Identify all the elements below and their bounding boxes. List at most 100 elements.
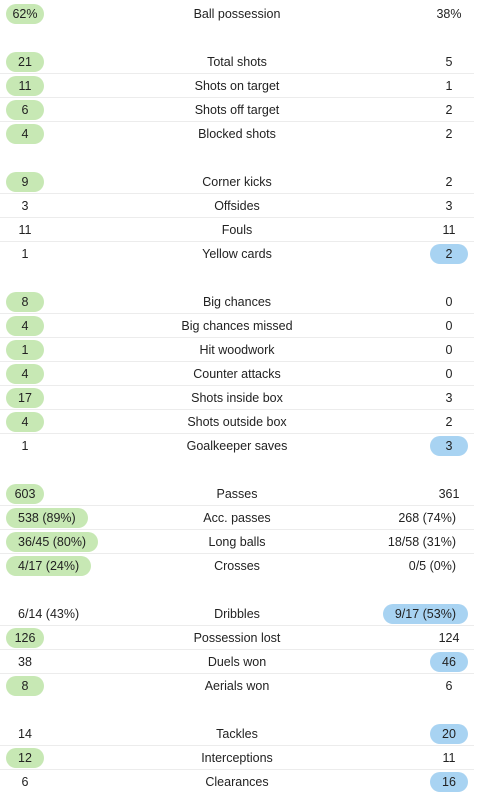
away-value: 38% xyxy=(436,7,462,21)
stat-label: Ball possession xyxy=(193,7,281,21)
stat-row-long-balls: Long balls 36/45 (80%) 18/58 (31%) xyxy=(0,530,474,554)
stat-row-shots-off-target: Shots off target 6 2 xyxy=(0,98,474,122)
home-value: 21 xyxy=(6,52,44,72)
stat-label: Duels won xyxy=(207,655,267,669)
stat-label: Shots on target xyxy=(194,79,280,93)
home-value: 38 xyxy=(18,655,32,669)
home-value: 11 xyxy=(18,223,32,237)
home-value: 4 xyxy=(6,364,44,384)
stat-row-corner-kicks: Corner kicks 9 2 xyxy=(0,170,474,194)
stat-label: Corner kicks xyxy=(202,175,272,189)
home-value: 4/17 (24%) xyxy=(6,556,92,576)
away-value: 0 xyxy=(445,319,453,333)
away-value: 361 xyxy=(438,487,460,501)
home-value: 6/14 (43%) xyxy=(18,607,80,621)
stat-label: Offsides xyxy=(214,199,260,213)
away-value: 6 xyxy=(445,679,453,693)
away-value: 3 xyxy=(445,199,453,213)
away-value: 1 xyxy=(445,79,453,93)
away-value: 16 xyxy=(430,772,468,792)
stat-label: Crosses xyxy=(214,559,260,573)
home-value: 14 xyxy=(18,727,32,741)
home-value: 4 xyxy=(6,316,44,336)
stat-row-shots-inside-box: Shots inside box 17 3 xyxy=(0,386,474,410)
stat-row-dribbles: Dribbles 6/14 (43%) 9/17 (53%) xyxy=(0,602,474,626)
away-value: 18/58 (31%) xyxy=(387,535,456,549)
away-value: 0 xyxy=(445,367,453,381)
stat-label: Goalkeeper saves xyxy=(186,439,288,453)
home-value: 538 (89%) xyxy=(6,508,88,528)
away-value: 124 xyxy=(438,631,460,645)
home-value: 8 xyxy=(6,676,44,696)
away-value: 5 xyxy=(445,55,453,69)
home-value: 6 xyxy=(21,775,29,789)
stat-label: Blocked shots xyxy=(198,127,276,141)
stat-row-total-shots: Total shots 21 5 xyxy=(0,50,474,74)
stat-label: Tackles xyxy=(216,727,258,741)
away-value: 0/5 (0%) xyxy=(408,559,456,573)
stat-label: Shots off target xyxy=(194,103,280,117)
away-value: 2 xyxy=(445,415,453,429)
home-value: 62% xyxy=(6,4,44,24)
home-value: 1 xyxy=(21,439,29,453)
stat-row-interceptions: Interceptions 12 11 xyxy=(0,746,474,770)
away-value: 46 xyxy=(430,652,468,672)
away-value: 9/17 (53%) xyxy=(382,604,468,624)
away-value: 268 (74%) xyxy=(398,511,456,525)
stat-label: Long balls xyxy=(208,535,266,549)
stat-label: Yellow cards xyxy=(202,247,272,261)
away-value: 2 xyxy=(445,103,453,117)
stat-row-goalkeeper-saves: Goalkeeper saves 1 3 xyxy=(0,434,474,458)
stat-label: Clearances xyxy=(205,775,269,789)
stat-row-shots-outside-box: Shots outside box 4 2 xyxy=(0,410,474,434)
home-value: 1 xyxy=(21,247,29,261)
home-value: 17 xyxy=(6,388,44,408)
away-value: 0 xyxy=(445,343,453,357)
stat-row-clearances: Clearances 6 16 xyxy=(0,770,474,794)
away-value: 0 xyxy=(445,295,453,309)
stat-row-passes: Passes 603 361 xyxy=(0,482,474,506)
stat-row-crosses: Crosses 4/17 (24%) 0/5 (0%) xyxy=(0,554,474,578)
stat-label: Counter attacks xyxy=(193,367,281,381)
stat-label: Interceptions xyxy=(201,751,273,765)
stat-label: Acc. passes xyxy=(203,511,271,525)
stat-label: Big chances missed xyxy=(181,319,293,333)
stat-row-aerials-won: Aerials won 8 6 xyxy=(0,674,474,698)
stat-row-yellow-cards: Yellow cards 1 2 xyxy=(0,242,474,266)
stat-row-tackles: Tackles 14 20 xyxy=(0,722,474,746)
stat-label: Hit woodwork xyxy=(199,343,275,357)
away-value: 20 xyxy=(430,724,468,744)
stat-label: Passes xyxy=(216,487,258,501)
home-value: 1 xyxy=(6,340,44,360)
home-value: 603 xyxy=(6,484,44,504)
home-value: 6 xyxy=(6,100,44,120)
away-value: 2 xyxy=(445,175,453,189)
home-value: 3 xyxy=(21,199,29,213)
stat-label: Possession lost xyxy=(193,631,281,645)
home-value: 36/45 (80%) xyxy=(6,532,99,552)
away-value: 2 xyxy=(445,127,453,141)
stat-row-fouls: Fouls 11 11 xyxy=(0,218,474,242)
stat-row-big-chances-missed: Big chances missed 4 0 xyxy=(0,314,474,338)
stat-label: Fouls xyxy=(221,223,253,237)
away-value: 3 xyxy=(430,436,468,456)
stat-row-duels-won: Duels won 38 46 xyxy=(0,650,474,674)
stat-row-possession-lost: Possession lost 126 124 xyxy=(0,626,474,650)
stat-label: Shots outside box xyxy=(187,415,287,429)
stat-row-shots-on-target: Shots on target 11 1 xyxy=(0,74,474,98)
stat-label: Shots inside box xyxy=(191,391,283,405)
away-value: 2 xyxy=(430,244,468,264)
home-value: 9 xyxy=(6,172,44,192)
stat-label: Aerials won xyxy=(204,679,270,693)
stat-row-blocked-shots: Blocked shots 4 2 xyxy=(0,122,474,146)
stat-row-big-chances: Big chances 8 0 xyxy=(0,290,474,314)
stat-label: Big chances xyxy=(202,295,272,309)
home-value: 8 xyxy=(6,292,44,312)
home-value: 126 xyxy=(6,628,44,648)
away-value: 11 xyxy=(442,223,456,237)
stat-row-acc-passes: Acc. passes 538 (89%) 268 (74%) xyxy=(0,506,474,530)
stat-row-counter-attacks: Counter attacks 4 0 xyxy=(0,362,474,386)
stat-row-ball-possession: Ball possession 62% 38% xyxy=(0,2,474,26)
stat-row-hit-woodwork: Hit woodwork 1 0 xyxy=(0,338,474,362)
